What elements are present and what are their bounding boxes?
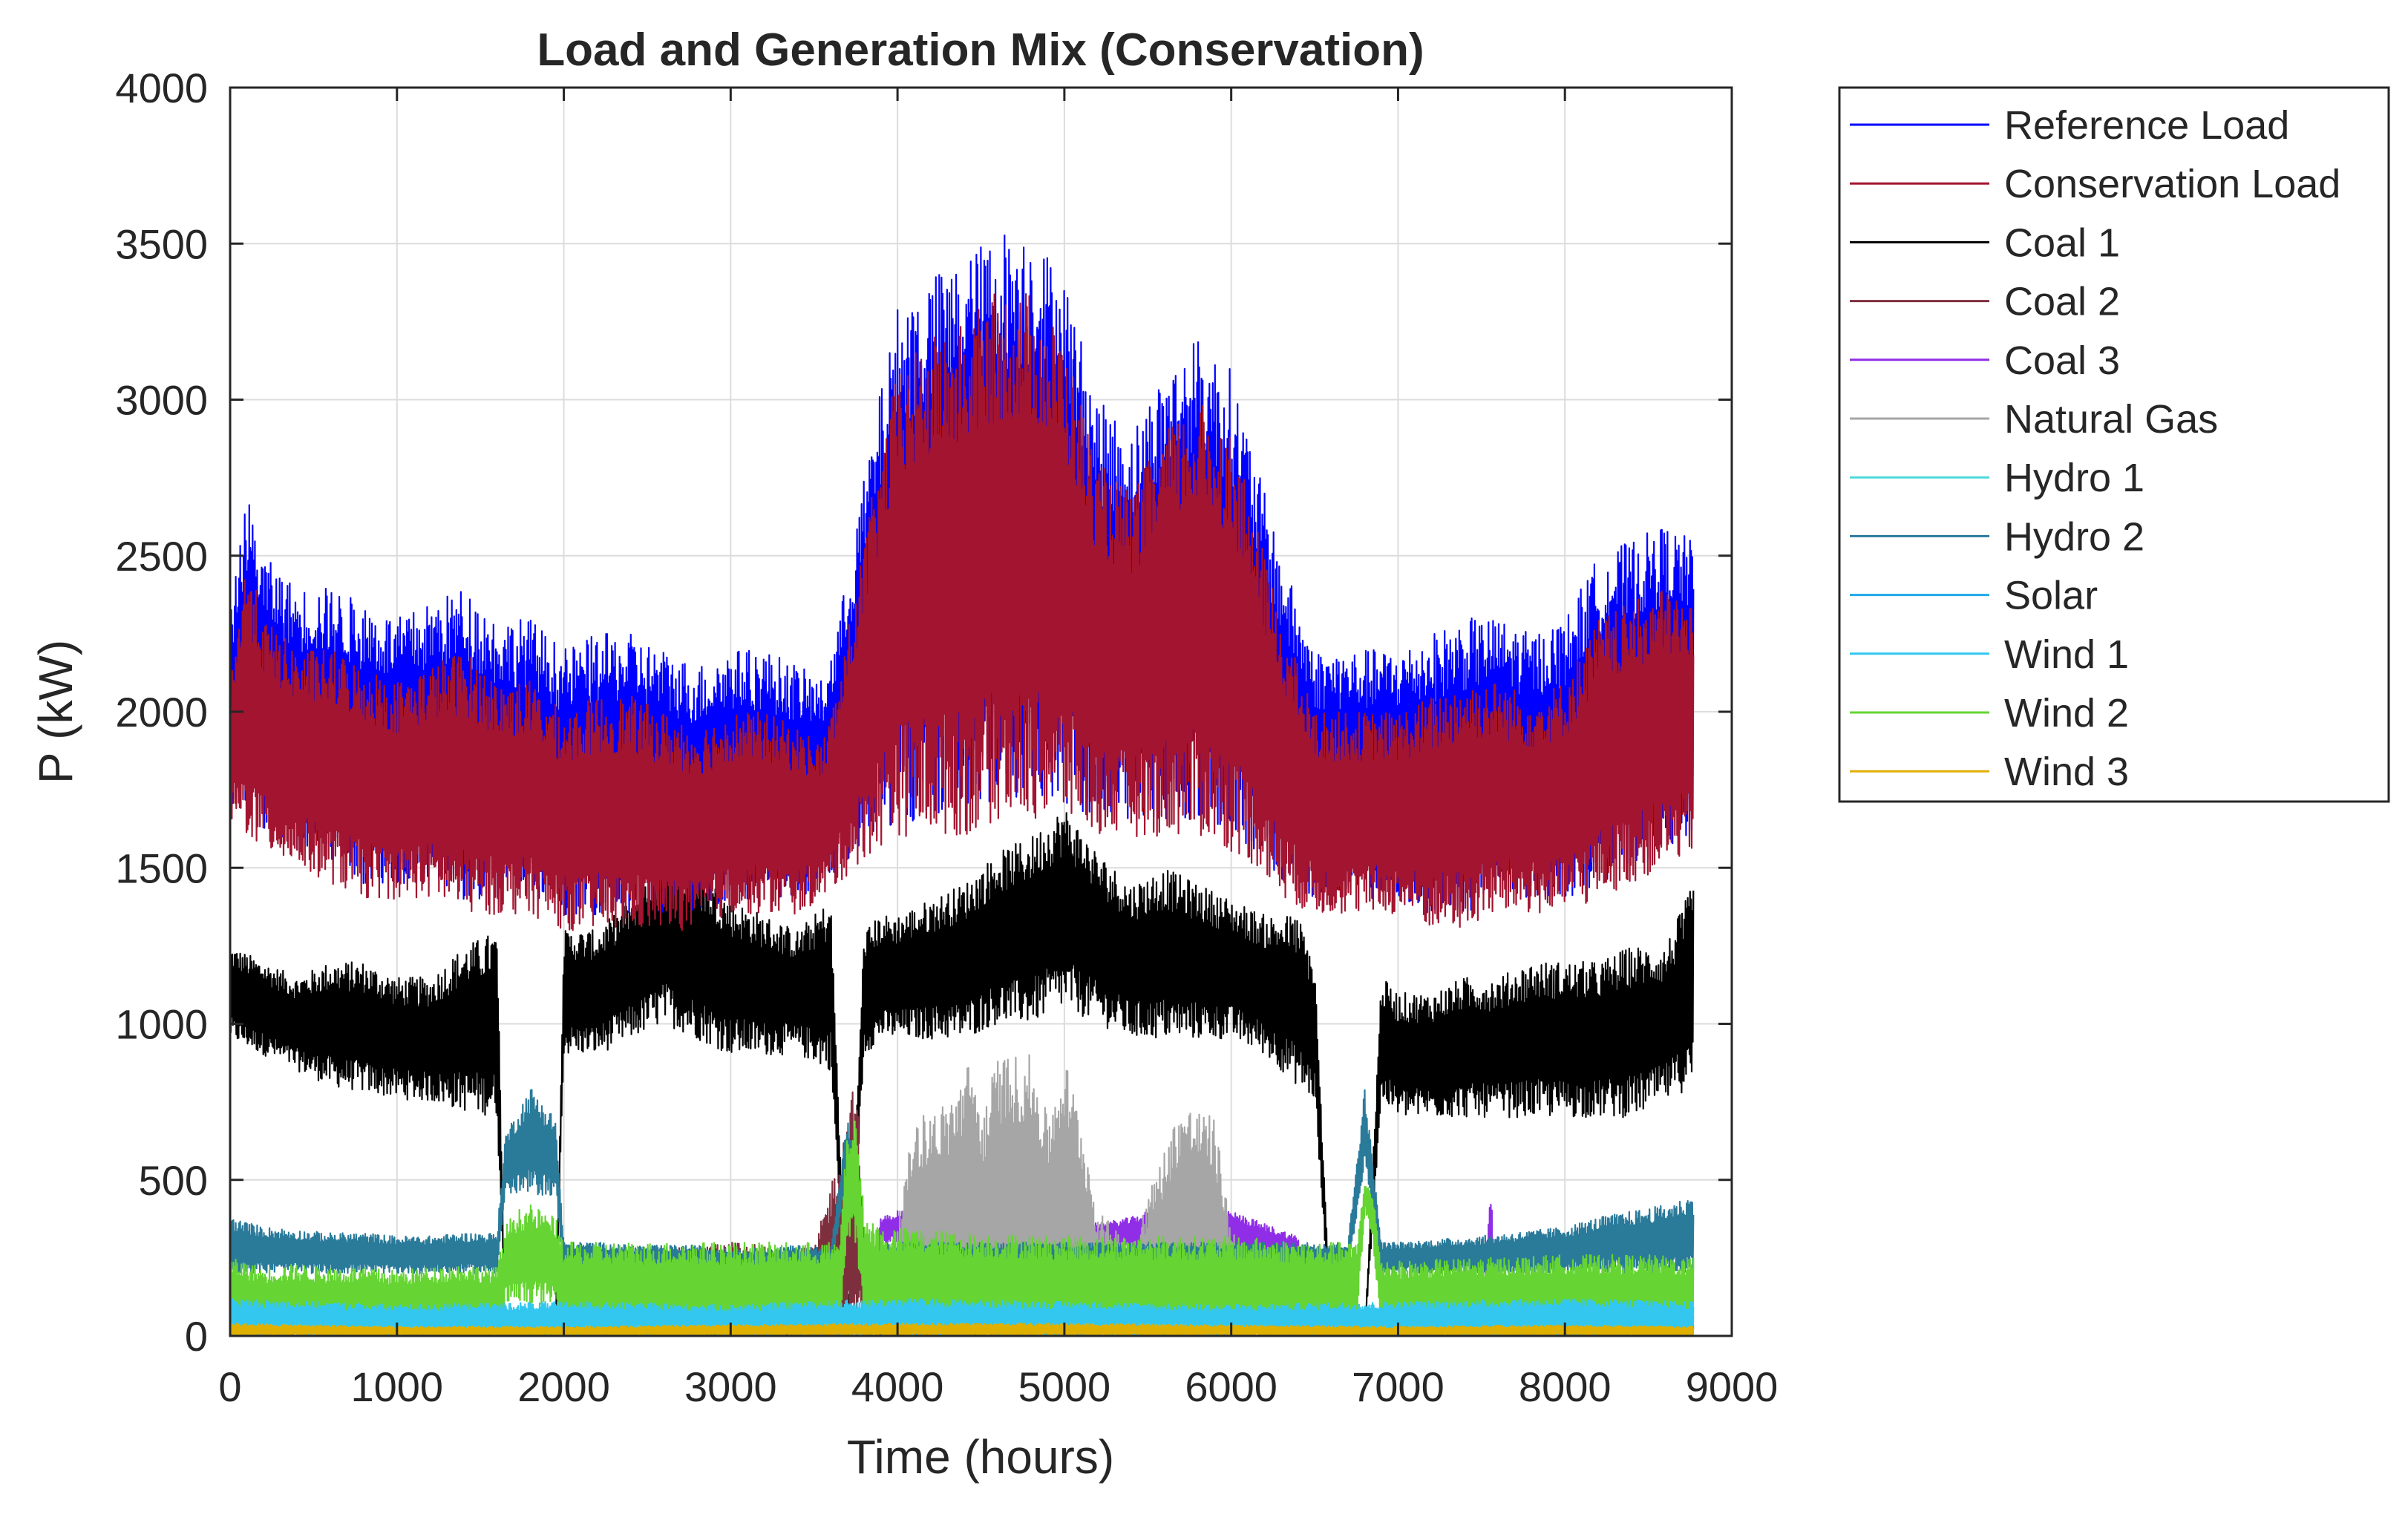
legend-label: Wind 3 bbox=[2004, 750, 2129, 794]
legend-box bbox=[1838, 86, 2390, 803]
legend-label: Coal 3 bbox=[2004, 338, 2120, 383]
series-line-wind-3 bbox=[230, 1323, 1695, 1336]
legend-label: Conservation Load bbox=[2004, 162, 2340, 206]
y-tick-label: 4000 bbox=[115, 65, 208, 111]
x-tick-label: 1000 bbox=[350, 1363, 443, 1410]
legend-label: Hydro 2 bbox=[2004, 514, 2144, 559]
x-tick-label: 5000 bbox=[1018, 1363, 1111, 1410]
legend-label: Reference Load bbox=[2004, 103, 2289, 148]
x-tick-label: 6000 bbox=[1185, 1363, 1277, 1410]
legend-label: Coal 1 bbox=[2004, 220, 2120, 265]
x-tick-label: 7000 bbox=[1352, 1363, 1445, 1410]
y-axis: 0 500 1000 1500 2000 2500 3000 3500 4000 bbox=[115, 65, 1732, 1360]
x-tick-label: 9000 bbox=[1686, 1363, 1779, 1410]
legend-label: Coal 2 bbox=[2004, 280, 2120, 324]
y-tick-label: 2000 bbox=[115, 689, 208, 735]
chart-title: Load and Generation Mix (Conservation) bbox=[537, 24, 1424, 76]
legend-label: Natural Gas bbox=[2004, 397, 2218, 442]
x-tick-label: 3000 bbox=[684, 1363, 777, 1410]
series-line-wind-1 bbox=[230, 1298, 1695, 1336]
legend-label: Hydro 1 bbox=[2004, 456, 2144, 500]
y-tick-label: 500 bbox=[139, 1157, 208, 1204]
x-tick-label: 8000 bbox=[1519, 1363, 1612, 1410]
series-line-coal-1 bbox=[230, 812, 1695, 1336]
series-line-hydro-2 bbox=[230, 1089, 1695, 1274]
legend: Reference Load Conservation Load Coal 1 Coa… bbox=[1838, 86, 2390, 803]
x-tick-label: 4000 bbox=[851, 1363, 944, 1410]
series-line-conservation-load bbox=[230, 293, 1695, 931]
y-axis-label: P (kW) bbox=[29, 640, 82, 784]
y-tick-label: 3500 bbox=[115, 220, 208, 267]
y-tick-label: 1000 bbox=[115, 1001, 208, 1048]
legend-label: Wind 2 bbox=[2004, 691, 2129, 735]
x-axis: 0 1000 2000 3000 4000 5000 6000 7000 8000 9000 bbox=[218, 88, 1778, 1410]
x-axis-label: Time (hours) bbox=[847, 1430, 1114, 1484]
y-tick-label: 2500 bbox=[115, 533, 208, 580]
legend-label: Wind 1 bbox=[2004, 632, 2129, 677]
y-tick-label: 3000 bbox=[115, 377, 208, 424]
legend-label: Solar bbox=[2004, 574, 2098, 618]
y-tick-label: 1500 bbox=[115, 845, 208, 891]
x-tick-label: 2000 bbox=[517, 1363, 610, 1410]
y-tick-label: 0 bbox=[185, 1313, 208, 1360]
series-layer bbox=[230, 235, 1695, 1336]
x-tick-label: 0 bbox=[218, 1363, 241, 1410]
